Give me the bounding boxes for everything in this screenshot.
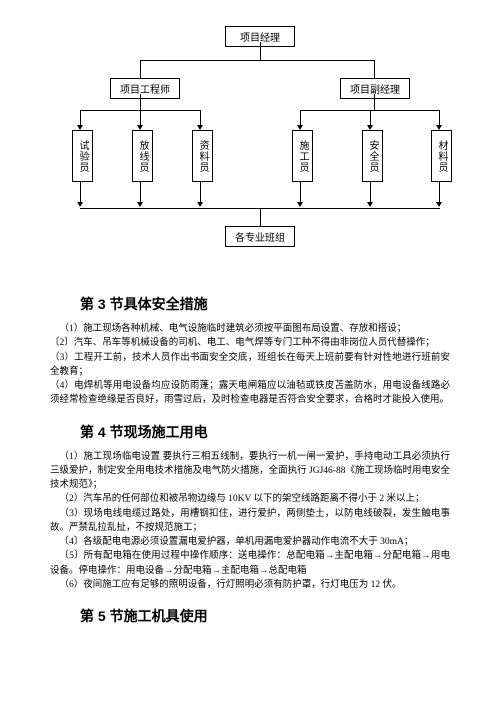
node-mgr-left: 项目工程师 xyxy=(110,78,180,99)
s4-p2: （2）汽车吊的任何部位和被吊物边缘与 10KV 以下的架空线路距离不得小于 2 … xyxy=(50,492,450,506)
leaf-2: 资料员 xyxy=(192,130,213,182)
s4-p3: （3）现场电线电缆过路处，用槽钢扣住，进行爱护，两侧垫土，以防电线破裂，发生触电… xyxy=(50,507,450,536)
section3-heading: 第 3 节具体安全措施 xyxy=(80,294,450,314)
leaf-0: 试验员 xyxy=(72,130,93,182)
org-chart: 项目经理 项目工程师 项目副经理 试验员 放线员 资料员 施工员 xyxy=(50,20,450,280)
node-bottom: 各专业班组 xyxy=(225,226,295,247)
section4-heading: 第 4 节现场施工用电 xyxy=(80,422,450,442)
leaf-1: 放线员 xyxy=(132,130,153,182)
section5-heading: 第 5 节施工机具使用 xyxy=(80,606,450,626)
s4-p4: 〔4〕各级配电电源必须设置漏电爱护器，单机用漏电爱护器动作电流不大于 30mA； xyxy=(50,535,450,549)
leaf-5: 材料员 xyxy=(431,130,452,182)
s3-p1: （1）施工现场各种机械、电气设施临时建筑必须按平面图布局设置、存放和搭设； xyxy=(50,322,450,336)
s4-p5: 〔5〕所有配电箱在使用过程中操作顺序：送电操作：总配电箱→主配电箱→分配电箱→用… xyxy=(50,549,450,578)
leaf-3: 施工员 xyxy=(292,130,313,182)
s4-p6: （6）夜间施工应有足够的照明设备，行灯照明必须有防护罩，行灯电压为 12 伏。 xyxy=(50,578,450,592)
leaf-4: 安全员 xyxy=(362,130,383,182)
s3-p4: （4）电焊机等用电设备均应设防雨蓬；露天电闸箱应以油毡或铁皮苫盖防水，用电设备线… xyxy=(50,379,450,408)
s3-p3: （3）工程开工前，技术人员作出书面安全交底，班组长在每天上班前要有针对性地进行班… xyxy=(50,351,450,380)
s3-p2: 〔2〕汽车、吊车等机械设备的司机、电工、电气焊等专门工种不得由非岗位人员代替操作… xyxy=(50,336,450,350)
s4-p1: （1）施工现场临电设置 要执行三相五线制，要执行一机一闸一爱护，手持电动工具必须… xyxy=(50,450,450,493)
node-mgr-right: 项目副经理 xyxy=(340,78,410,99)
